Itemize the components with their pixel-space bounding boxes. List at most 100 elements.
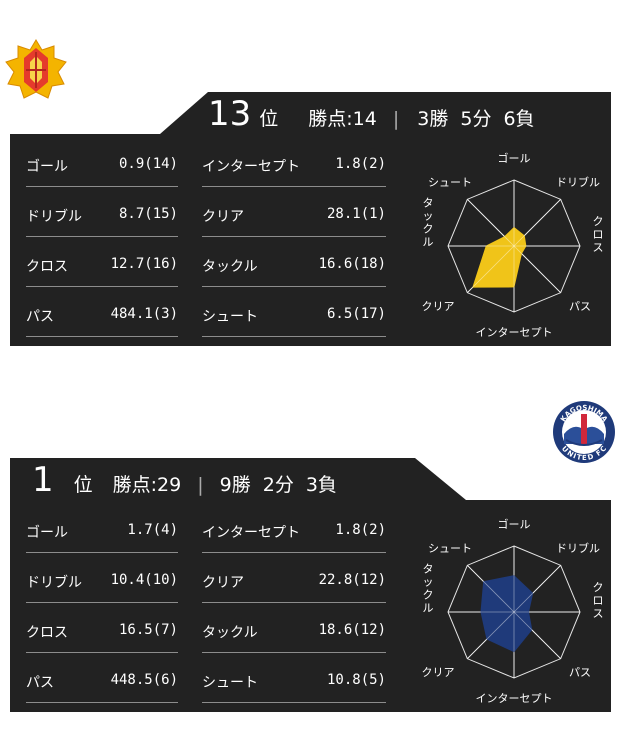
stat-label: ゴール [26,525,68,541]
stat-value: 484.1(3) [110,306,178,322]
stat-divider [26,702,178,703]
radar-spoke-overlay [467,199,515,247]
team2-crest: KAGOSHIMA UNITED FC [552,400,616,464]
radar-axis-label: ゴール [498,151,531,165]
stat-divider [202,186,386,187]
radar-axis-label: クロス [593,581,604,620]
radar-axis-label: クリア [422,300,455,313]
team1-rank-suffix: 位 [259,108,279,130]
team1-wins: 3勝 [417,108,449,130]
radar-spoke-overlay [467,565,515,613]
team2-stat-goal: ゴール 1.7(4) [26,522,178,554]
radar-spoke-overlay [513,565,561,613]
team1-panel-bg [10,92,611,346]
radar-axis-label: インターセプト [476,692,553,705]
team2-stat-pass: パス 448.5(6) [26,672,178,704]
stat-value: 8.7(15) [118,206,178,222]
team2-panel: 1 位 勝点:29 | 9勝 2分 3負 ゴール 1.7(4) ドリブル 10.… [0,458,626,718]
stat-label: ゴール [26,159,68,175]
radar-spoke-overlay [467,611,515,659]
stat-value: 448.5(6) [110,672,178,688]
stat-value: 10.8(5) [326,672,386,688]
stat-value: 12.7(16) [110,256,178,272]
stat-value: 6.5(17) [326,306,386,322]
team1-rank: 13 [208,94,252,134]
stat-label: パス [26,675,54,691]
team1-stat-tackle: タックル 16.6(18) [202,256,386,288]
radar-axis-label: パス [569,300,591,313]
team2-header: 1 位 勝点:29 | 9勝 2分 3負 [32,460,337,500]
radar-axis-label: ゴール [498,517,531,531]
team1-header: 13 位 勝点:14 | 3勝 5分 6負 [208,94,535,134]
radar-area [472,226,527,288]
stat-divider [202,552,386,553]
radar-axis-label: タックル [423,197,434,249]
team2-stat-dribble: ドリブル 10.4(10) [26,572,178,604]
stat-value: 1.8(2) [335,156,386,172]
team2-losses: 3負 [305,474,337,496]
team2-stat-shoot: シュート 10.8(5) [202,672,386,704]
team2-stat-tackle: タックル 18.6(12) [202,622,386,654]
team1-stat-cross: クロス 12.7(16) [26,256,178,288]
stat-label: タックル [202,625,258,641]
team1-crest [4,38,68,102]
radar-axis-label: クリア [422,666,455,679]
radar-axis-label: パス [569,666,591,679]
stat-label: インターセプト [202,159,300,175]
stat-divider [26,602,178,603]
stat-divider [26,286,178,287]
svg-text:KAGOSHIMA: KAGOSHIMA [559,404,609,424]
stat-label: タックル [202,259,258,275]
stat-value: 1.7(4) [127,522,178,538]
stat-label: クリア [202,209,244,225]
radar-axis-label: クロス [593,215,604,254]
radar-area [480,575,534,653]
stat-label: ドリブル [26,575,82,591]
team1-draws: 5分 [460,108,492,130]
team2-separator: | [197,474,204,496]
stat-divider [202,652,386,653]
crest-top-text: KAGOSHIMA [559,404,609,424]
team2-draws: 2分 [262,474,294,496]
team1-stat-intercept: インターセプト 1.8(2) [202,156,386,188]
team1-stat-pass: パス 484.1(3) [26,306,178,338]
stat-label: クロス [26,625,68,641]
radar-axis-label: ドリブル [556,541,600,555]
stat-value: 1.8(2) [335,522,386,538]
radar-spoke-overlay [513,245,561,293]
radar-spoke-overlay [513,199,561,247]
stat-divider [202,236,386,237]
stat-divider [202,336,386,337]
team2-rank-suffix: 位 [73,474,93,496]
team2-rank: 1 [32,460,54,500]
stat-divider [202,602,386,603]
stat-value: 18.6(12) [318,622,386,638]
team2-stat-cross: クロス 16.5(7) [26,622,178,654]
team1-losses: 6負 [503,108,535,130]
team1-points: 勝点:14 [308,108,377,130]
team2-points: 勝点:29 [112,474,182,496]
team1-separator: | [392,108,400,130]
stat-value: 0.9(14) [118,156,178,172]
radar-spoke-overlay [513,611,561,659]
team2-stat-clear: クリア 22.8(12) [202,572,386,604]
team2-stat-intercept: インターセプト 1.8(2) [202,522,386,554]
team1-stat-goal: ゴール 0.9(14) [26,156,178,188]
stat-divider [26,552,178,553]
team1-stat-shoot: シュート 6.5(17) [202,306,386,338]
stat-value: 10.4(10) [110,572,178,588]
team2-wins: 9勝 [219,474,251,496]
radar-axis-label: インターセプト [476,326,553,339]
stat-value: 22.8(12) [318,572,386,588]
radar-spoke-overlay [467,245,515,293]
stat-divider [26,186,178,187]
stat-divider [26,336,178,337]
radar-axis-label: シュート [428,542,472,555]
radar-axis-label: タックル [423,563,434,615]
stat-label: クリア [202,575,244,591]
stat-label: クロス [26,259,68,275]
stat-divider [26,652,178,653]
stat-label: シュート [202,675,258,691]
